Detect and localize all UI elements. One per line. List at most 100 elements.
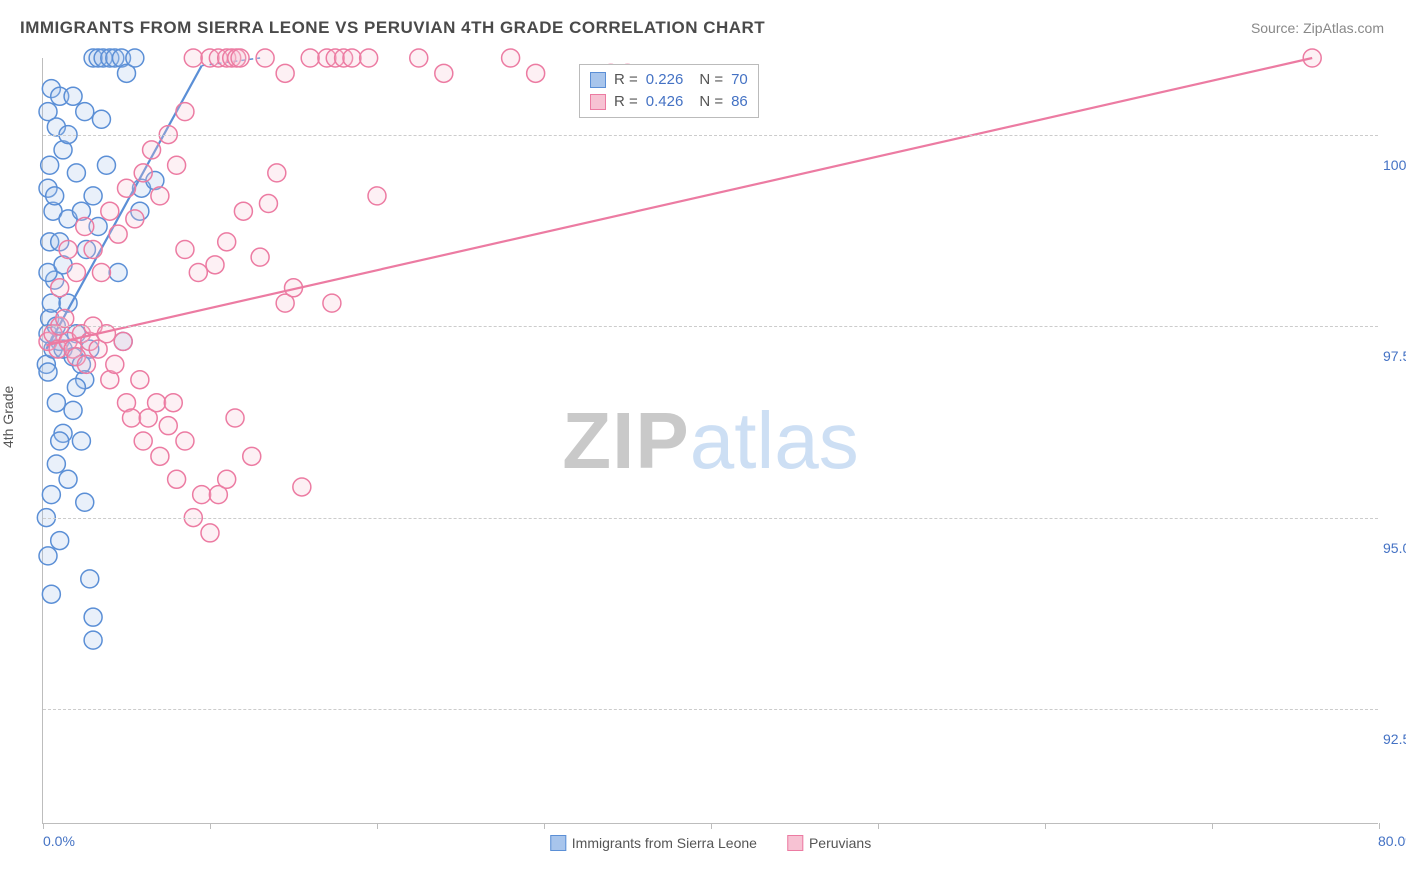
stat-r-label: R = xyxy=(614,91,638,113)
scatter-point-series-1 xyxy=(51,279,69,297)
legend-label-0: Immigrants from Sierra Leone xyxy=(572,835,757,851)
scatter-point-series-1 xyxy=(410,49,428,67)
scatter-point-series-1 xyxy=(101,202,119,220)
y-tick-label: 92.5% xyxy=(1383,731,1406,747)
scatter-point-series-1 xyxy=(151,447,169,465)
y-gridline xyxy=(43,135,1378,136)
scatter-point-series-0 xyxy=(39,363,57,381)
scatter-point-series-1 xyxy=(184,49,202,67)
scatter-point-series-1 xyxy=(92,263,110,281)
x-tick-mark xyxy=(1045,823,1046,829)
scatter-point-series-1 xyxy=(118,179,136,197)
scatter-point-series-0 xyxy=(41,156,59,174)
scatter-point-series-1 xyxy=(164,394,182,412)
y-gridline xyxy=(43,518,1378,519)
scatter-point-series-1 xyxy=(218,233,236,251)
scatter-point-series-1 xyxy=(143,141,161,159)
scatter-point-series-1 xyxy=(176,432,194,450)
scatter-point-series-1 xyxy=(176,241,194,259)
scatter-point-series-0 xyxy=(84,187,102,205)
x-axis-label-max: 80.0% xyxy=(1378,833,1406,849)
scatter-point-series-1 xyxy=(201,524,219,542)
stat-n-label: N = xyxy=(699,69,723,91)
scatter-point-series-1 xyxy=(134,432,152,450)
scatter-point-series-1 xyxy=(226,409,244,427)
x-tick-mark xyxy=(1212,823,1213,829)
scatter-point-series-0 xyxy=(67,378,85,396)
scatter-point-series-1 xyxy=(114,332,132,350)
scatter-point-series-1 xyxy=(84,241,102,259)
chart-plot-area: ZIPatlas R = 0.226 N = 70 R = 0.426 N = … xyxy=(42,58,1378,824)
x-tick-mark xyxy=(544,823,545,829)
stat-r-value-1: 0.426 xyxy=(646,91,684,113)
scatter-point-series-0 xyxy=(64,401,82,419)
y-tick-label: 97.5% xyxy=(1383,348,1406,364)
x-tick-mark xyxy=(1379,823,1380,829)
legend-label-1: Peruvians xyxy=(809,835,871,851)
scatter-point-series-0 xyxy=(47,394,65,412)
x-tick-mark xyxy=(878,823,879,829)
chart-title: IMMIGRANTS FROM SIERRA LEONE VS PERUVIAN… xyxy=(20,18,765,38)
scatter-point-series-1 xyxy=(368,187,386,205)
scatter-point-series-0 xyxy=(46,187,64,205)
scatter-point-series-1 xyxy=(435,64,453,82)
scatter-point-series-1 xyxy=(502,49,520,67)
scatter-point-series-0 xyxy=(72,432,90,450)
stat-row-series-0: R = 0.226 N = 70 xyxy=(590,69,748,91)
scatter-point-series-1 xyxy=(59,241,77,259)
stat-swatch-1 xyxy=(590,94,606,110)
y-gridline xyxy=(43,326,1378,327)
scatter-point-series-0 xyxy=(84,631,102,649)
scatter-point-series-1 xyxy=(234,202,252,220)
stat-swatch-0 xyxy=(590,72,606,88)
scatter-point-series-1 xyxy=(231,49,249,67)
scatter-point-series-1 xyxy=(106,355,124,373)
stat-r-value-0: 0.226 xyxy=(646,69,684,91)
scatter-point-series-0 xyxy=(42,585,60,603)
scatter-point-series-1 xyxy=(168,156,186,174)
correlation-stat-box: R = 0.226 N = 70 R = 0.426 N = 86 xyxy=(579,64,759,118)
x-tick-mark xyxy=(377,823,378,829)
stat-n-value-1: 86 xyxy=(731,91,748,113)
legend-item-1: Peruvians xyxy=(787,835,871,851)
scatter-point-series-0 xyxy=(39,547,57,565)
y-tick-label: 95.0% xyxy=(1383,540,1406,556)
y-gridline xyxy=(43,709,1378,710)
scatter-point-series-1 xyxy=(243,447,261,465)
scatter-point-series-1 xyxy=(256,49,274,67)
scatter-point-series-0 xyxy=(126,49,144,67)
scatter-point-series-0 xyxy=(76,103,94,121)
scatter-point-series-0 xyxy=(81,570,99,588)
scatter-point-series-1 xyxy=(67,263,85,281)
scatter-point-series-0 xyxy=(109,263,127,281)
scatter-point-series-0 xyxy=(92,110,110,128)
scatter-point-series-0 xyxy=(47,455,65,473)
y-axis-label: 4th Grade xyxy=(0,386,16,448)
scatter-point-series-1 xyxy=(123,409,141,427)
scatter-point-series-1 xyxy=(148,394,166,412)
legend-swatch-1 xyxy=(787,835,803,851)
scatter-point-series-0 xyxy=(51,432,69,450)
scatter-point-series-1 xyxy=(76,218,94,236)
scatter-point-series-1 xyxy=(168,470,186,488)
scatter-point-series-0 xyxy=(42,486,60,504)
x-tick-mark xyxy=(210,823,211,829)
scatter-point-series-1 xyxy=(293,478,311,496)
scatter-point-series-1 xyxy=(301,49,319,67)
scatter-point-series-1 xyxy=(126,210,144,228)
scatter-point-series-1 xyxy=(360,49,378,67)
scatter-point-series-1 xyxy=(159,417,177,435)
scatter-point-series-0 xyxy=(97,156,115,174)
scatter-point-series-1 xyxy=(276,64,294,82)
scatter-point-series-1 xyxy=(251,248,269,266)
scatter-point-series-1 xyxy=(151,187,169,205)
scatter-point-series-1 xyxy=(323,294,341,312)
source-attribution: Source: ZipAtlas.com xyxy=(1251,20,1384,36)
stat-r-label: R = xyxy=(614,69,638,91)
scatter-point-series-1 xyxy=(527,64,545,82)
stat-row-series-1: R = 0.426 N = 86 xyxy=(590,91,748,113)
scatter-point-series-1 xyxy=(131,371,149,389)
y-tick-label: 100.0% xyxy=(1383,157,1406,173)
scatter-point-series-1 xyxy=(77,355,95,373)
scatter-point-series-0 xyxy=(51,532,69,550)
